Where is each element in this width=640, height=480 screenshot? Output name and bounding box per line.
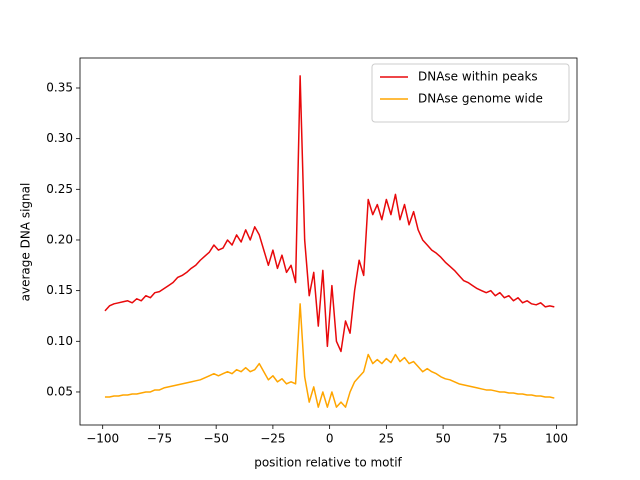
legend-box: [371, 63, 570, 123]
x-tick-label: −25: [260, 432, 285, 446]
y-tick-label: 0.30: [46, 131, 73, 145]
x-tick-label: 0: [326, 432, 334, 446]
y-tick-label: 0.10: [46, 334, 73, 348]
x-tick-label: 25: [379, 432, 394, 446]
y-tick-label: 0.15: [46, 283, 73, 297]
legend-label: DNAse within peaks: [418, 70, 538, 84]
y-tick-label: 0.20: [46, 232, 73, 246]
series-line: [104, 303, 555, 408]
x-tick-label: 100: [545, 432, 568, 446]
y-tick-label: 0.05: [46, 384, 73, 398]
y-tick-label: 0.25: [46, 182, 73, 196]
legend-label: DNAse genome wide: [418, 92, 543, 106]
x-tick-label: 50: [435, 432, 450, 446]
x-tick-label: −100: [86, 432, 119, 446]
x-tick-label: 75: [492, 432, 507, 446]
x-tick-label: −50: [204, 432, 229, 446]
y-tick-label: 0.35: [46, 80, 73, 94]
y-axis-label: average DNA signal: [19, 183, 33, 302]
x-axis-label: position relative to motif: [254, 456, 402, 470]
x-tick-label: −75: [147, 432, 172, 446]
plot-frame: [79, 57, 578, 426]
series-line: [104, 75, 555, 353]
